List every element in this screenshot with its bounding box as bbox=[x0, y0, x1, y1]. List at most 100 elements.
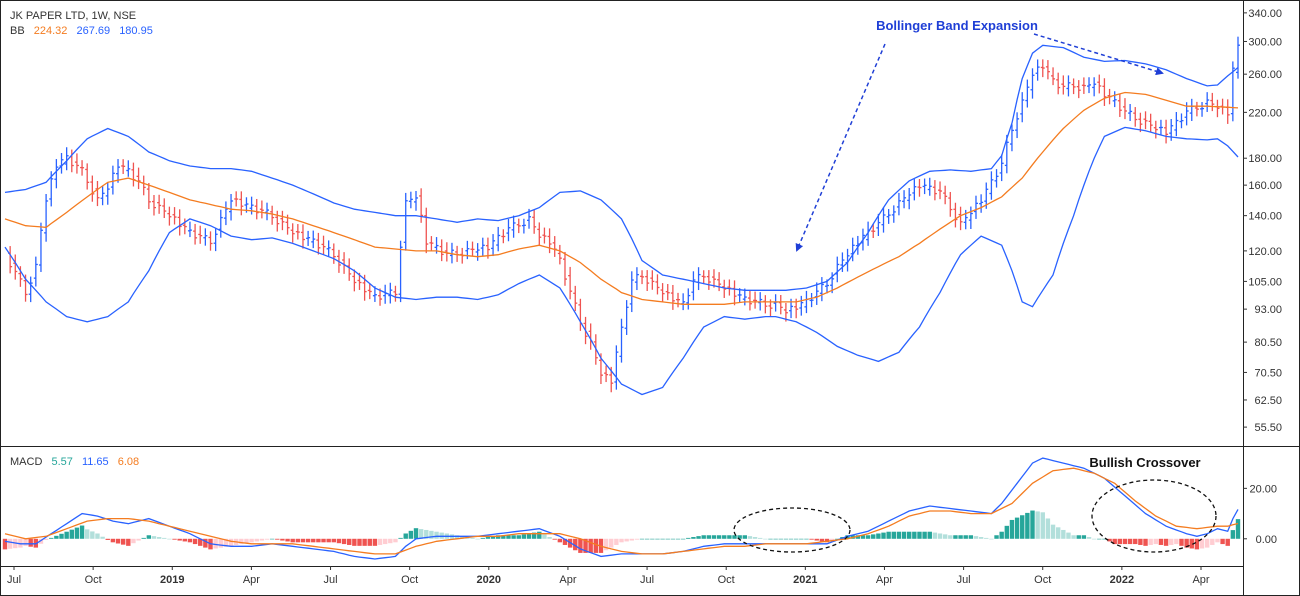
ohlc-bar bbox=[922, 178, 927, 195]
ohlc-bar bbox=[619, 318, 624, 363]
macd-hist-bar bbox=[341, 538, 347, 545]
ohlc-bar bbox=[902, 190, 907, 209]
price-y-axis: 340.00 300.00 260.00 220.00 180.00 160.00 140.… bbox=[1243, 8, 1282, 434]
ohlc-bar bbox=[223, 201, 228, 226]
macd-hist-bar bbox=[1014, 517, 1020, 539]
bb-expansion-arrow-left bbox=[795, 43, 886, 252]
ohlc-bar bbox=[1076, 80, 1081, 99]
macd-hist-bar bbox=[989, 538, 994, 540]
macd-hist-bar bbox=[290, 538, 295, 543]
ohlc-bar bbox=[311, 230, 316, 249]
ohlc-bar bbox=[429, 236, 434, 251]
ohlc-bar bbox=[876, 213, 881, 237]
macd-hist-bar bbox=[1107, 538, 1112, 542]
ohlc-bar bbox=[352, 269, 357, 292]
ohlc-bar bbox=[511, 215, 516, 238]
macd-hist-bar bbox=[691, 537, 696, 539]
ohlc-bar bbox=[378, 288, 383, 306]
ohlc-bar bbox=[994, 169, 999, 188]
signal-line bbox=[4, 467, 1239, 555]
macd-hist-bar bbox=[239, 538, 244, 545]
macd-hist-bar bbox=[167, 538, 172, 540]
macd-hist-bar bbox=[1061, 529, 1066, 539]
ohlc-bar bbox=[383, 284, 388, 304]
macd-y-tick-label: 20.00 bbox=[1249, 483, 1277, 495]
macd-hist-bar bbox=[254, 538, 259, 542]
ohlc-bar bbox=[1215, 99, 1220, 118]
ohlc-bar bbox=[229, 194, 234, 221]
macd-hist-bar bbox=[454, 535, 460, 539]
ohlc-bar bbox=[59, 153, 64, 174]
macd-hist-bar bbox=[701, 535, 706, 539]
ohlc-bar bbox=[162, 198, 167, 219]
ohlc-bar bbox=[116, 159, 121, 183]
macd-hist-bar bbox=[958, 535, 963, 539]
macd-hist-bar bbox=[110, 538, 116, 543]
macd-hist-bar bbox=[382, 538, 388, 545]
ohlc-bar bbox=[927, 177, 932, 196]
ohlc-bar bbox=[958, 206, 963, 231]
macd-signal-value: 6.08 bbox=[117, 456, 140, 468]
ohlc-bar bbox=[932, 180, 937, 201]
macd-hist-bar bbox=[1055, 527, 1061, 539]
macd-hist-bar bbox=[907, 531, 912, 539]
ohlc-bar bbox=[917, 179, 922, 197]
ohlc-bar bbox=[1189, 98, 1194, 121]
ohlc-bar bbox=[408, 191, 413, 209]
macd-hist-bar bbox=[614, 538, 619, 545]
macd-hist-bar bbox=[788, 538, 794, 540]
ohlc-bar bbox=[95, 180, 100, 207]
macd-hist-bar bbox=[629, 538, 634, 541]
ohlc-bar bbox=[552, 236, 557, 257]
ohlc-bar bbox=[1056, 72, 1061, 95]
ohlc-bar bbox=[419, 188, 424, 223]
ohlc-bar bbox=[1081, 77, 1086, 94]
bb-expansion-annotation: Bollinger Band Expansion bbox=[876, 18, 1038, 33]
price-legend: JK PAPER LTD, 1W, NSE BB 224.32 267.69 1… bbox=[10, 10, 159, 37]
macd-hist-bar bbox=[1009, 519, 1015, 539]
macd-hist-value: 5.57 bbox=[51, 456, 73, 468]
price-y-tick-label: 105.00 bbox=[1248, 276, 1282, 288]
macd-hist-bar bbox=[172, 538, 177, 540]
ohlc-bar bbox=[1122, 98, 1127, 120]
macd-hist-bar bbox=[1163, 538, 1169, 546]
ohlc-bar bbox=[711, 269, 716, 288]
x-tick-label: Apr bbox=[1192, 574, 1209, 586]
ohlc-bar bbox=[80, 160, 85, 176]
macd-hist-bar bbox=[429, 530, 434, 539]
macd-hist-bar bbox=[352, 538, 357, 546]
x-tick-label: Oct bbox=[718, 574, 735, 586]
ohlc-bar bbox=[1128, 104, 1133, 121]
ohlc-bar bbox=[449, 242, 454, 264]
ohlc-bar bbox=[193, 223, 198, 245]
macd-hist-bar bbox=[871, 534, 876, 539]
macd-hist-bar bbox=[660, 538, 665, 540]
ohlc-bar bbox=[645, 270, 650, 292]
macd-hist-bar bbox=[64, 531, 69, 539]
x-tick-label: Jul bbox=[957, 574, 971, 586]
macd-hist-bar bbox=[23, 538, 28, 546]
macd-hist-bar bbox=[131, 538, 136, 544]
ohlc-bar bbox=[249, 196, 254, 215]
crossover-highlight-ellipse bbox=[1091, 479, 1217, 553]
ohlc-bar bbox=[295, 224, 300, 240]
macd-hist-bar bbox=[295, 538, 301, 543]
ohlc-bar bbox=[239, 191, 244, 216]
macd-hist-bar bbox=[213, 538, 218, 549]
macd-hist-bar bbox=[1081, 535, 1087, 539]
macd-hist-bar bbox=[115, 538, 121, 544]
macd-hist-bar bbox=[300, 538, 306, 543]
x-tick-label: Oct bbox=[401, 574, 418, 586]
ohlc-bar bbox=[1040, 59, 1045, 78]
ohlc-bar bbox=[783, 302, 788, 322]
macd-hist-bar bbox=[1133, 538, 1138, 545]
macd-hist-bar bbox=[418, 529, 424, 539]
macd-hist-bar bbox=[526, 533, 532, 539]
ohlc-bar bbox=[1194, 101, 1199, 117]
ohlc-bar bbox=[28, 276, 33, 303]
ohlc-bar bbox=[871, 223, 876, 238]
price-y-tick-label: 120.00 bbox=[1248, 246, 1282, 258]
macd-hist-bar bbox=[1112, 538, 1117, 545]
macd-hist-bar bbox=[90, 531, 95, 539]
ohlc-bar bbox=[732, 280, 737, 306]
